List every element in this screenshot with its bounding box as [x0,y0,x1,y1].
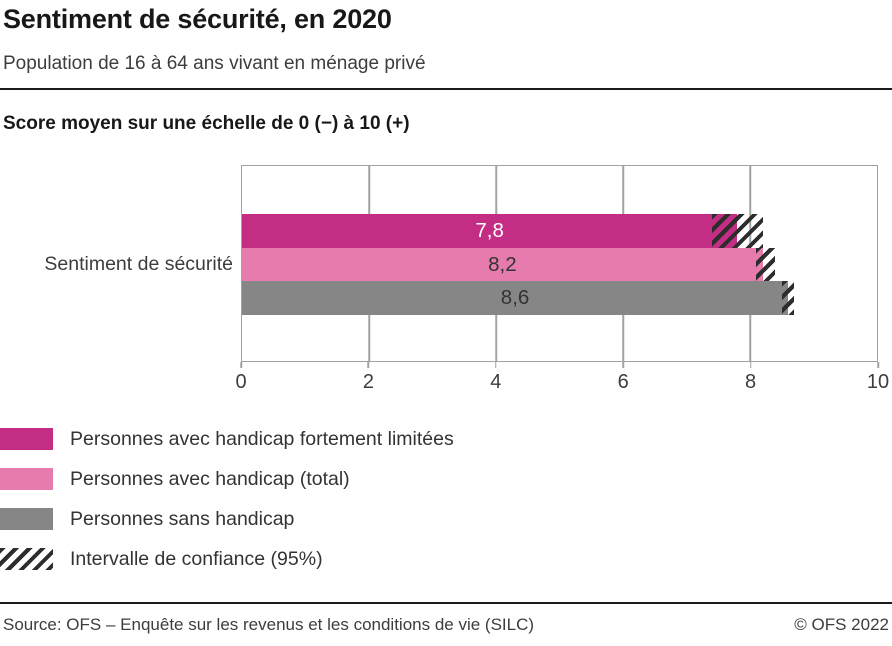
page-subtitle: Population de 16 à 64 ans vivant en ména… [3,53,426,74]
confidence-interval-1 [756,247,776,281]
tick-mark-0 [240,362,242,368]
legend-item-3: Intervalle de confiance (95%) [0,548,892,570]
source-note: Source: OFS – Enquête sur les revenus et… [3,615,535,634]
bar-value-0: 7,8 [475,219,504,242]
footer: Source: OFS – Enquête sur les revenus et… [0,614,892,636]
header-divider [0,88,892,90]
tick-mark-8 [749,362,752,368]
plot-area: 7,8 8,2 8,6 [241,165,878,362]
hatch-swatch [0,548,53,570]
bar-chart: Sentiment de sécurité 7,8 8,2 8,6 0 2 4 6 8 10 [0,165,892,396]
legend-item-2: Personnes sans handicap [0,508,892,530]
category-label: Sentiment de sécurité [44,253,233,275]
bar-0 [242,214,738,248]
page-title: Sentiment de sécurité, en 2020 [3,4,392,34]
bar-value-1: 8,2 [488,252,517,276]
tick-mark-4 [495,362,497,368]
legend-label: Personnes avec handicap fortement limité… [70,428,454,450]
footer-divider [0,602,892,604]
bar-group: 7,8 8,2 8,6 [242,214,877,315]
legend-item-1: Personnes avec handicap (total) [0,468,892,490]
legend-label: Personnes sans handicap [70,508,295,530]
x-axis: 0 2 4 6 8 10 [235,362,889,396]
color-swatch [0,508,53,530]
bar-2 [242,281,789,315]
legend: Personnes avec handicap fortement limité… [0,428,892,570]
legend-label: Personnes avec handicap (total) [70,468,350,490]
tick-label-10: 10 [866,371,890,393]
color-swatch [0,428,53,450]
color-swatch [0,468,53,490]
tick-mark-10 [877,362,879,368]
bar-row-2: 8,6 [242,281,877,315]
copyright: © OFS 2022 [794,615,889,634]
legend-label: Intervalle de confiance (95%) [70,548,323,570]
tick-mark-6 [622,362,624,368]
bar-value-2: 8,6 [500,286,530,309]
tick-label-6: 6 [617,371,629,393]
tick-mark-2 [367,362,370,368]
bar-row-1: 8,2 [242,247,877,281]
confidence-interval-2 [781,281,795,315]
bar-1 [242,247,763,281]
tick-label-4: 4 [490,371,502,393]
legend-item-0: Personnes avec handicap fortement limité… [0,428,892,450]
confidence-interval-0 [711,214,763,248]
tick-label-8: 8 [745,371,757,393]
scale-label: Score moyen sur une échelle de 0 (−) à 1… [3,113,410,134]
tick-label-0: 0 [235,371,247,393]
tick-label-2: 2 [362,371,374,393]
bar-row-0: 7,8 [242,214,877,248]
